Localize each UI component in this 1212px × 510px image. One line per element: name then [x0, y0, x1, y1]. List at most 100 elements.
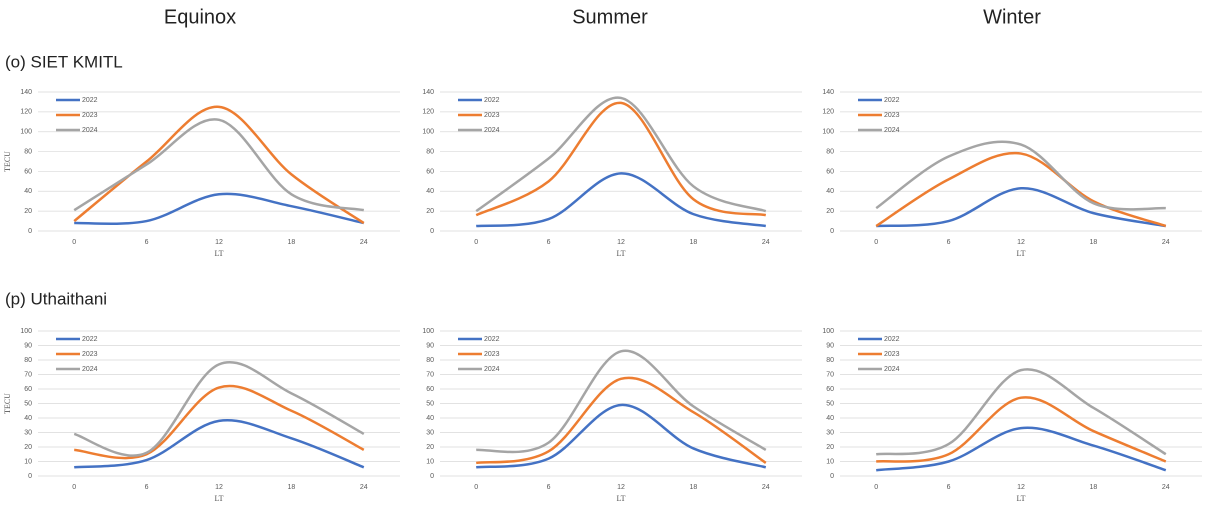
x-tick-label: 18 — [690, 239, 698, 246]
x-tick-label: 12 — [617, 484, 625, 491]
y-tick-label: 40 — [826, 188, 834, 195]
y-tick-label: 50 — [826, 400, 834, 407]
legend-label: 2023 — [484, 112, 500, 119]
y-axis-label: TECU — [3, 151, 12, 172]
series-line — [74, 384, 365, 460]
x-tick-label: 12 — [617, 239, 625, 246]
y-tick-label: 60 — [24, 386, 32, 393]
x-axis-label: LT — [1016, 494, 1025, 503]
x-tick-label: 18 — [1090, 484, 1098, 491]
x-tick-label: 24 — [762, 484, 770, 491]
y-tick-label: 140 — [20, 89, 32, 96]
x-tick-label: 24 — [1162, 484, 1170, 491]
y-tick-label: 140 — [422, 89, 434, 96]
y-tick-label: 30 — [426, 429, 434, 436]
x-axis-label: LT — [616, 494, 625, 503]
legend-label: 2022 — [884, 97, 900, 104]
x-tick-label: 12 — [1017, 239, 1025, 246]
x-tick-label: 6 — [145, 239, 149, 246]
x-axis-label: LT — [214, 249, 223, 258]
y-tick-label: 40 — [826, 415, 834, 422]
y-tick-label: 20 — [826, 444, 834, 451]
x-tick-label: 0 — [874, 484, 878, 491]
row-label: (o) SIET KMITL — [5, 52, 123, 71]
y-tick-label: 0 — [430, 473, 434, 480]
y-tick-label: 20 — [426, 444, 434, 451]
x-tick-label: 6 — [547, 239, 551, 246]
y-tick-label: 60 — [826, 168, 834, 175]
y-tick-label: 80 — [24, 357, 32, 364]
y-tick-label: 20 — [826, 208, 834, 215]
series-line — [475, 101, 767, 217]
y-tick-label: 100 — [822, 328, 834, 335]
legend-label: 2022 — [82, 97, 98, 104]
y-tick-label: 120 — [822, 109, 834, 116]
legend-label: 2022 — [82, 336, 98, 343]
legend-label: 2023 — [82, 351, 98, 358]
y-tick-label: 60 — [826, 386, 834, 393]
y-tick-label: 100 — [422, 129, 434, 136]
y-tick-label: 0 — [430, 228, 434, 235]
series-line — [876, 426, 1167, 472]
series-line — [476, 172, 767, 228]
legend-label: 2024 — [884, 366, 900, 373]
x-tick-label: 0 — [72, 239, 76, 246]
y-tick-label: 50 — [426, 400, 434, 407]
x-tick-label: 0 — [474, 484, 478, 491]
y-tick-label: 100 — [822, 129, 834, 136]
x-axis-label: LT — [616, 249, 625, 258]
y-tick-label: 60 — [24, 168, 32, 175]
legend-label: 2023 — [82, 112, 98, 119]
x-tick-label: 0 — [874, 239, 878, 246]
series-line — [876, 396, 1167, 463]
y-tick-label: 50 — [24, 400, 32, 407]
y-axis-label: TECU — [3, 393, 12, 414]
legend-label: 2022 — [484, 336, 500, 343]
y-tick-label: 70 — [24, 371, 32, 378]
y-tick-label: 20 — [24, 444, 32, 451]
y-tick-label: 40 — [24, 188, 32, 195]
series-line — [73, 361, 365, 457]
y-tick-label: 80 — [426, 357, 434, 364]
x-tick-label: 24 — [360, 239, 368, 246]
y-tick-label: 90 — [426, 342, 434, 349]
y-tick-label: 10 — [426, 458, 434, 465]
legend-label: 2024 — [82, 366, 98, 373]
row-label: (p) Uthaithani — [5, 289, 107, 308]
y-tick-label: 100 — [20, 129, 32, 136]
series-line — [476, 403, 767, 469]
y-tick-label: 0 — [28, 228, 32, 235]
x-tick-label: 6 — [947, 239, 951, 246]
y-tick-label: 60 — [426, 386, 434, 393]
y-tick-label: 80 — [24, 148, 32, 155]
legend-label: 2024 — [484, 127, 500, 134]
y-tick-label: 140 — [822, 89, 834, 96]
series-line — [73, 118, 365, 212]
y-tick-label: 100 — [20, 328, 32, 335]
x-tick-label: 18 — [1090, 239, 1098, 246]
legend-label: 2024 — [484, 366, 500, 373]
column-header: Equinox — [164, 6, 236, 28]
y-tick-label: 90 — [826, 342, 834, 349]
series-line — [475, 96, 767, 213]
y-tick-label: 70 — [826, 371, 834, 378]
y-tick-label: 80 — [426, 148, 434, 155]
y-tick-label: 10 — [24, 458, 32, 465]
x-tick-label: 0 — [72, 484, 76, 491]
y-tick-label: 20 — [426, 208, 434, 215]
legend-label: 2023 — [884, 112, 900, 119]
series-line — [476, 376, 767, 465]
series-line — [876, 187, 1167, 228]
series-line — [875, 140, 1166, 211]
series-line — [876, 368, 1167, 456]
x-tick-label: 0 — [474, 239, 478, 246]
x-tick-label: 12 — [1017, 484, 1025, 491]
y-tick-label: 10 — [826, 458, 834, 465]
y-tick-label: 100 — [422, 328, 434, 335]
y-tick-label: 0 — [830, 473, 834, 480]
x-tick-label: 6 — [547, 484, 551, 491]
legend-label: 2022 — [884, 336, 900, 343]
series-line — [74, 419, 365, 469]
column-header: Winter — [983, 6, 1041, 28]
